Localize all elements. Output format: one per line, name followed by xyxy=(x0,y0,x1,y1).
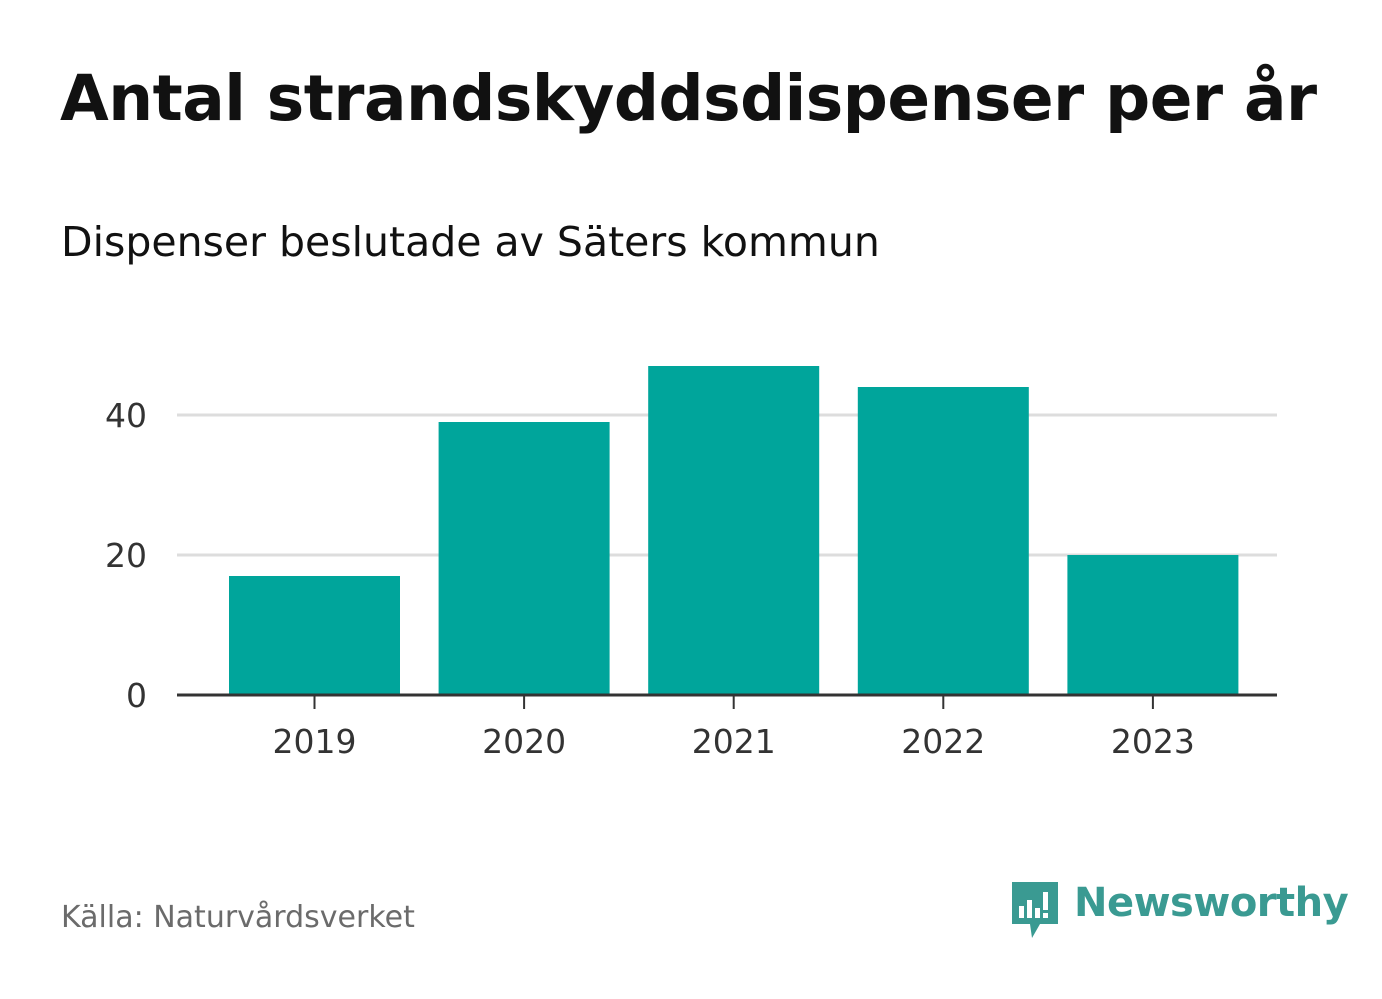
bar-2020 xyxy=(438,422,610,695)
y-tick-label-0: 0 xyxy=(126,676,147,715)
x-tick-label-2021: 2021 xyxy=(692,722,776,761)
bar-2023 xyxy=(1067,555,1239,695)
bar-2022 xyxy=(857,387,1029,695)
source-note: Källa: Naturvårdsverket xyxy=(61,900,415,935)
y-tick-label-40: 40 xyxy=(105,396,147,435)
chart-subtitle: Dispenser beslutade av Säters kommun xyxy=(61,218,880,266)
x-tick-label-2022: 2022 xyxy=(901,722,985,761)
y-tick-label-20: 20 xyxy=(105,536,147,575)
chart-title: Antal strandskyddsdispenser per år xyxy=(60,62,1317,135)
bar-2021 xyxy=(648,366,820,695)
x-tick-label-2023: 2023 xyxy=(1111,722,1195,761)
x-tick-label-2019: 2019 xyxy=(273,722,357,761)
brand-name: Newsworthy xyxy=(1074,880,1349,926)
x-tick-label-2020: 2020 xyxy=(482,722,566,761)
newsworthy-logo-icon xyxy=(1012,882,1058,938)
brand-logo: Newsworthy xyxy=(1010,880,1349,940)
bar-2019 xyxy=(229,576,400,695)
